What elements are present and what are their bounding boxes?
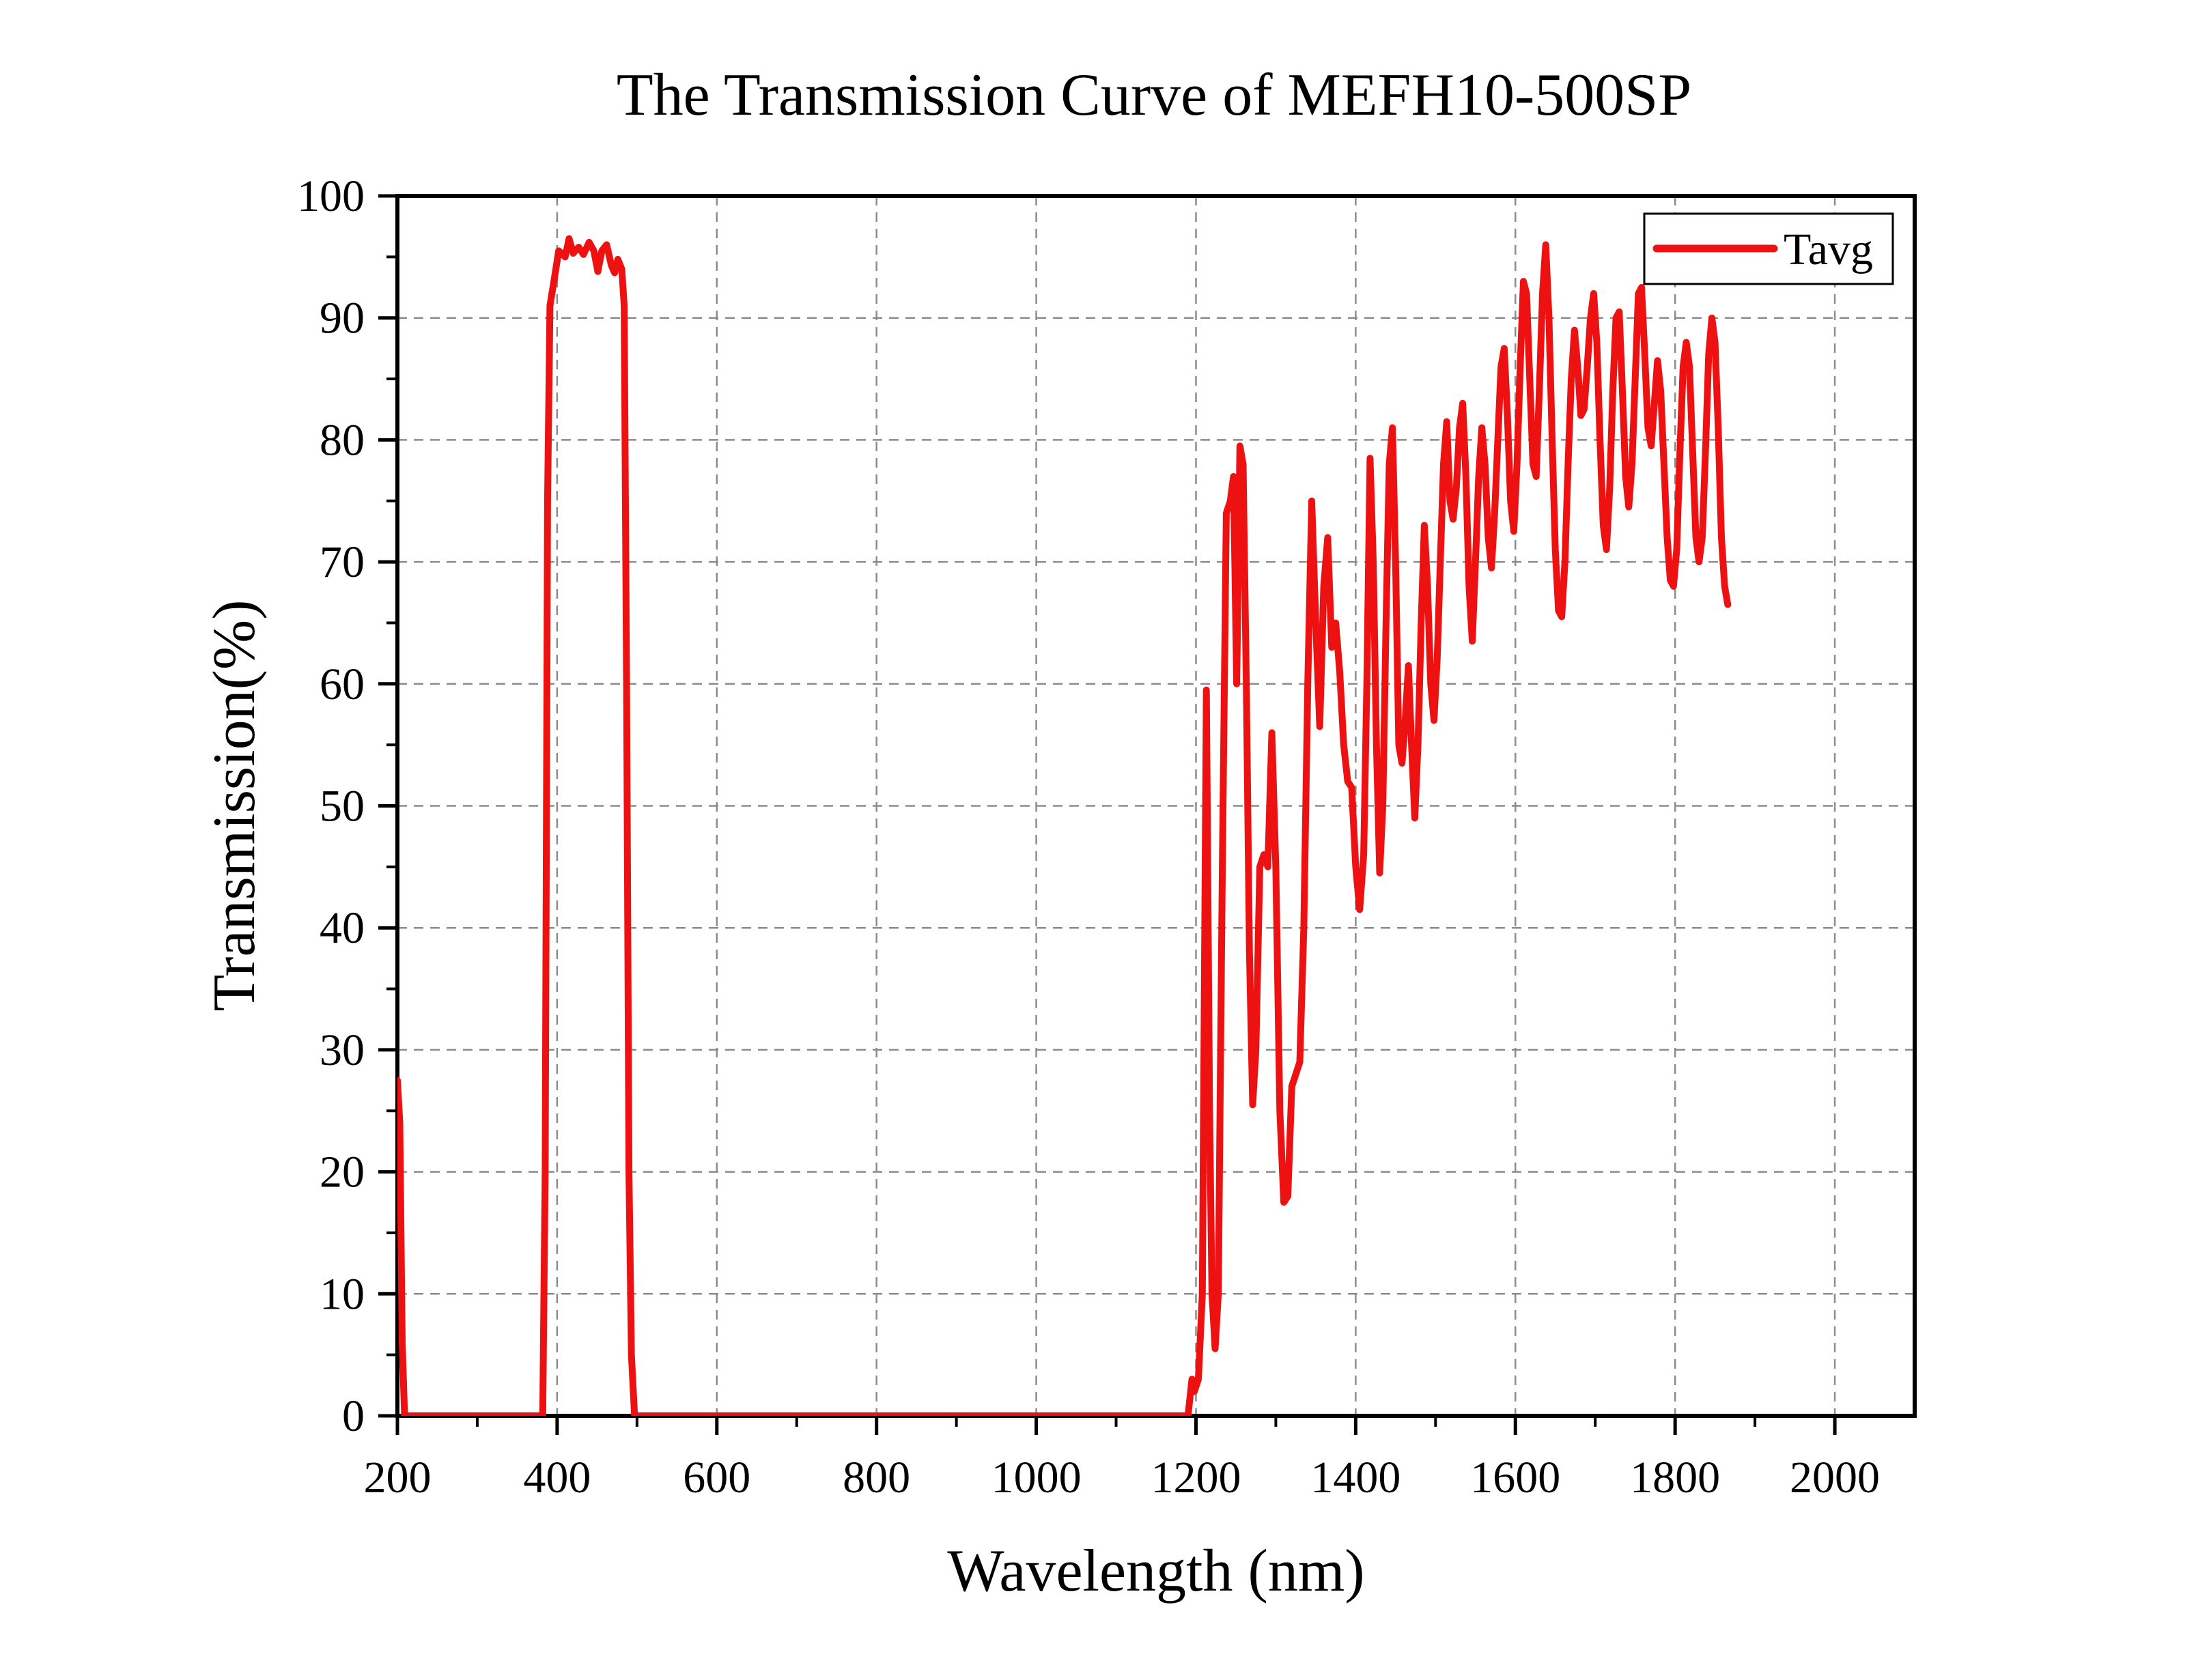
x-tick-label: 1600 bbox=[1470, 1453, 1560, 1503]
chart-title: The Transmission Curve of MEFH10-500SP bbox=[617, 62, 1691, 128]
axis-ticks: 0 10 20 30 40 50 60 70 80 90 100 200 400 600 800 1000 12… bbox=[297, 171, 1880, 1503]
y-tick-label: 90 bbox=[320, 294, 365, 343]
x-tick-label: 1800 bbox=[1630, 1453, 1720, 1503]
x-tick-label: 1200 bbox=[1151, 1453, 1241, 1503]
y-tick-label: 10 bbox=[320, 1269, 365, 1319]
x-tick-label: 400 bbox=[523, 1453, 591, 1503]
legend: Tavg bbox=[1643, 212, 1894, 285]
legend-label: Tavg bbox=[1784, 225, 1873, 274]
y-tick-label: 20 bbox=[320, 1148, 365, 1197]
y-tick-label: 50 bbox=[320, 782, 365, 831]
x-tick-label: 1400 bbox=[1310, 1453, 1400, 1503]
grid bbox=[397, 196, 1915, 1416]
y-axis-label: Transmission(%) bbox=[201, 599, 268, 1011]
series-line-tavg bbox=[397, 235, 1732, 1416]
x-axis-label: Wavelength (nm) bbox=[947, 1538, 1364, 1604]
x-tick-label: 200 bbox=[364, 1453, 432, 1503]
y-tick-label: 70 bbox=[320, 537, 365, 587]
series-layer bbox=[397, 235, 1732, 1416]
x-tick-label: 1000 bbox=[991, 1453, 1082, 1503]
y-tick-label: 100 bbox=[297, 171, 365, 221]
y-tick-label: 0 bbox=[342, 1391, 365, 1441]
y-tick-label: 30 bbox=[320, 1025, 365, 1075]
x-tick-label: 2000 bbox=[1790, 1453, 1880, 1503]
y-tick-label: 80 bbox=[320, 415, 365, 465]
x-tick-label: 600 bbox=[683, 1453, 750, 1503]
y-tick-label: 40 bbox=[320, 903, 365, 953]
x-tick-label: 800 bbox=[843, 1453, 910, 1503]
y-tick-label: 60 bbox=[320, 659, 365, 709]
